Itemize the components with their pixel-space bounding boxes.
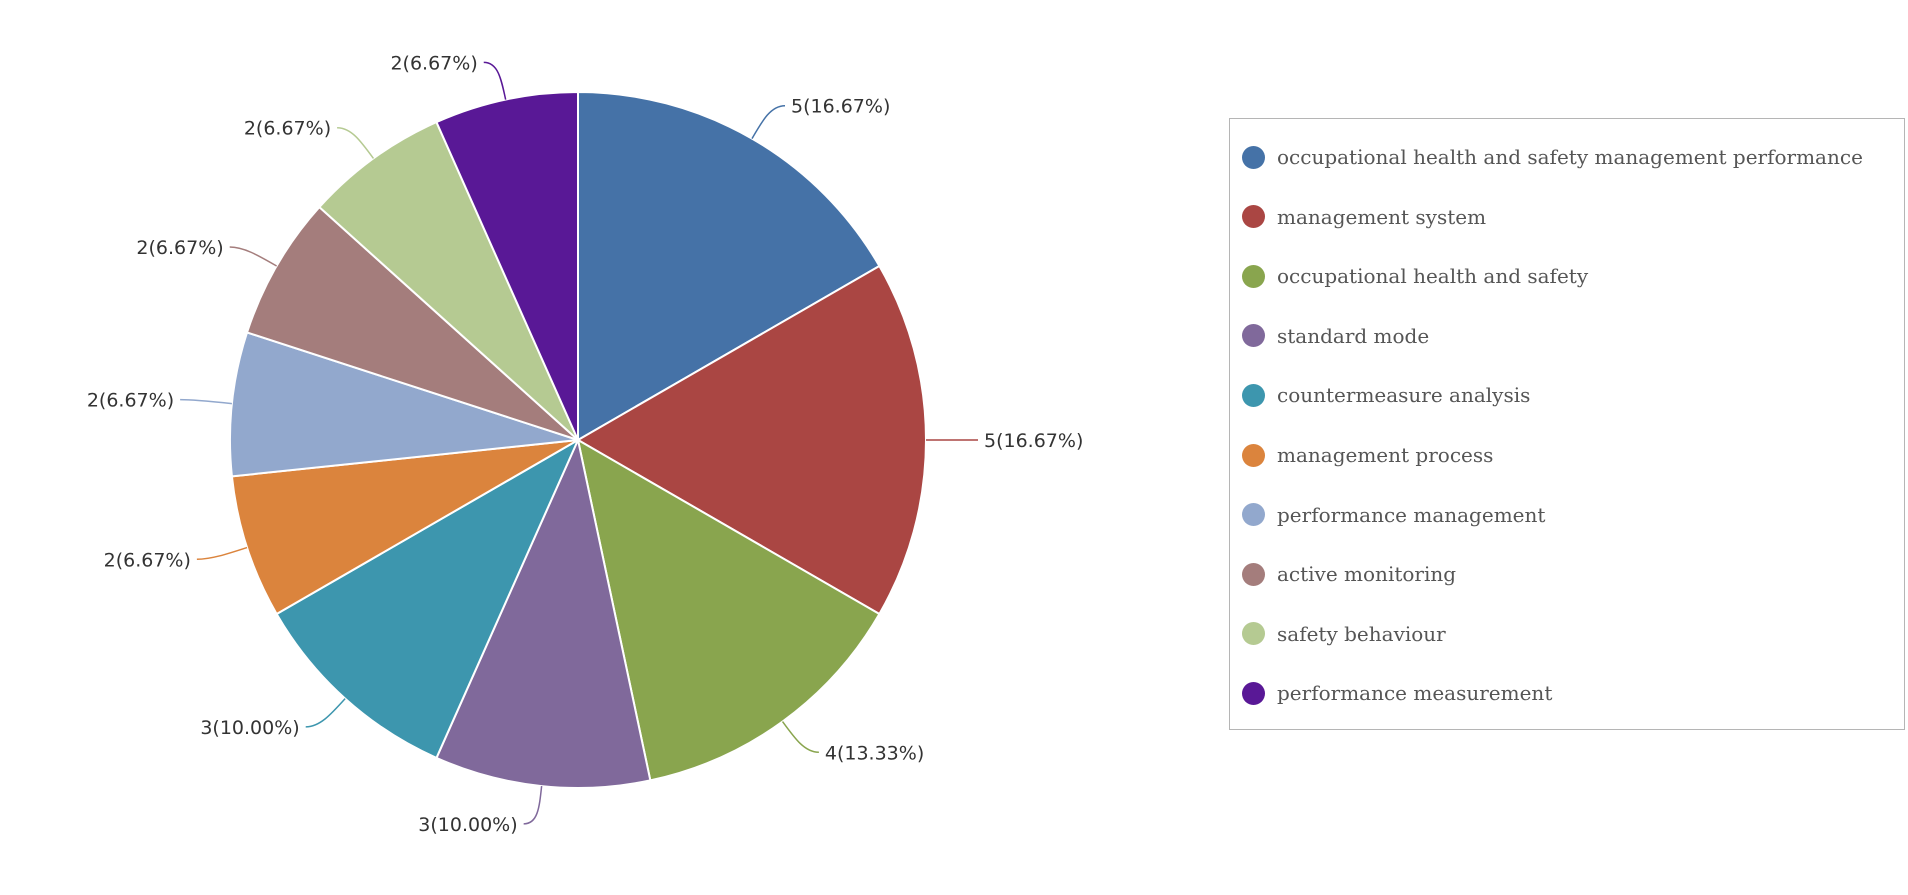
data-label-active-monitoring: 2(6.67%): [136, 237, 223, 259]
pie-slices: [229, 91, 927, 789]
leader-line-management-process: [196, 546, 248, 561]
data-label-standard-mode: 3(10.00%): [418, 814, 517, 836]
legend-item-management-system[interactable]: management system: [1242, 200, 1486, 234]
legend-swatch: [1242, 205, 1265, 229]
legend-item-occupational-health-and-safety-management-performance[interactable]: occupational health and safety managemen…: [1242, 140, 1863, 174]
pie-slice-occupational-health-and-safety[interactable]: [577, 439, 881, 782]
leader-line-performance-management: [180, 398, 232, 405]
label-leader-lines: [180, 61, 978, 825]
legend-item-performance-management[interactable]: performance management: [1242, 498, 1545, 532]
leader-line-occupational-health-and-safety: [781, 721, 819, 754]
leader-line-countermeasure-analysis: [305, 698, 346, 728]
legend-item-active-monitoring[interactable]: active monitoring: [1242, 557, 1456, 591]
legend-item-standard-mode[interactable]: standard mode: [1242, 319, 1429, 353]
data-label-management-system: 5(16.67%): [984, 430, 1083, 452]
legend-item-countermeasure-analysis[interactable]: countermeasure analysis: [1242, 378, 1530, 412]
legend-label: management system: [1277, 204, 1487, 229]
leader-line-active-monitoring: [229, 246, 277, 267]
leader-line-safety-behaviour: [337, 126, 375, 159]
pie-slice-countermeasure-analysis[interactable]: [275, 439, 579, 759]
leader-line-occupational-health-and-safety-management-performance: [751, 104, 786, 139]
legend-label: performance measurement: [1277, 681, 1553, 706]
data-label-performance-measurement: 2(6.67%): [390, 52, 477, 74]
data-label-countermeasure-analysis: 3(10.00%): [200, 717, 299, 739]
data-label-safety-behaviour: 2(6.67%): [244, 118, 331, 140]
legend-label: active monitoring: [1277, 562, 1457, 587]
legend-label: occupational health and safety managemen…: [1277, 145, 1863, 169]
legend-swatch: [1242, 383, 1265, 407]
pie-slice-safety-behaviour[interactable]: [318, 121, 579, 441]
data-label-performance-management: 2(6.67%): [87, 390, 174, 412]
legend-swatch: [1242, 145, 1265, 169]
legend-item-safety-behaviour[interactable]: safety behaviour: [1242, 617, 1446, 651]
chart-legend: occupational health and safety managemen…: [1229, 118, 1905, 730]
pie-slice-standard-mode[interactable]: [435, 439, 652, 789]
legend-swatch: [1242, 264, 1265, 288]
legend-swatch: [1242, 324, 1265, 348]
legend-item-performance-measurement[interactable]: performance measurement: [1242, 676, 1552, 710]
legend-label: performance management: [1277, 502, 1546, 527]
legend-label: safety behaviour: [1277, 621, 1446, 646]
legend-label: management process: [1277, 443, 1494, 467]
legend-label: countermeasure analysis: [1277, 383, 1531, 408]
legend-swatch: [1242, 443, 1265, 467]
legend-label: standard mode: [1277, 323, 1430, 348]
data-label-occupational-health-and-safety: 4(13.33%): [825, 742, 924, 764]
legend-item-management-process[interactable]: management process: [1242, 438, 1493, 472]
data-label-occupational-health-and-safety-management-performance: 5(16.67%): [791, 96, 890, 118]
legend-swatch: [1242, 562, 1265, 586]
data-labels: 5(16.67%) 5(16.67%) 4(13.33%) 3(10.00%) 3(10…: [87, 52, 1084, 835]
leader-line-performance-measurement: [483, 61, 507, 100]
data-label-management-process: 2(6.67%): [104, 549, 191, 571]
legend-swatch: [1242, 681, 1265, 705]
pie-slice-active-monitoring[interactable]: [246, 206, 579, 441]
legend-item-occupational-health-and-safety[interactable]: occupational health and safety: [1242, 259, 1588, 293]
legend-swatch: [1242, 622, 1265, 646]
leader-line-standard-mode: [523, 786, 543, 825]
legend-swatch: [1242, 503, 1265, 527]
legend-label: occupational health and safety: [1277, 264, 1589, 289]
